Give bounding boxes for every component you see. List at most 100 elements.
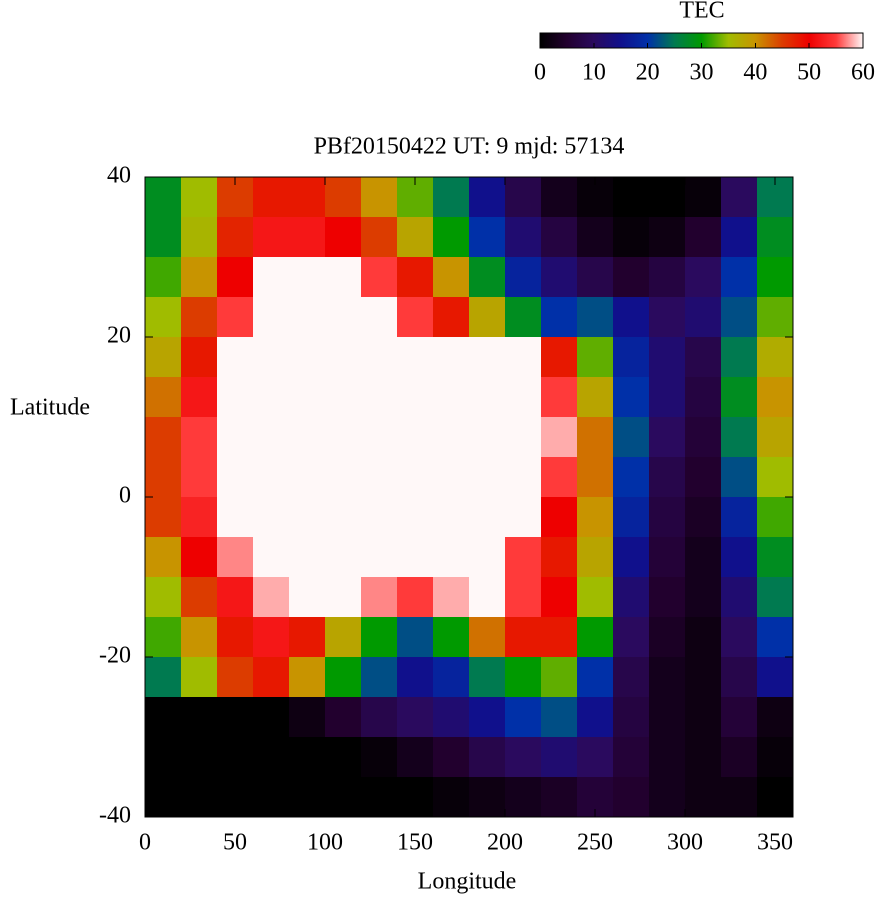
heatmap-cell [325,537,362,578]
heatmap-cell [613,697,650,738]
heatmap-cell [181,737,218,778]
heatmap-cell [685,497,722,538]
heatmap-cell [433,217,470,258]
heatmap-cell [757,217,794,258]
heatmap-cell [253,177,290,218]
colorbar-tick-label: 0 [534,60,546,86]
heatmap-cell [181,257,218,298]
heatmap-cell [757,297,794,338]
heatmap-cell [721,537,758,578]
heatmap-cell [433,297,470,338]
heatmap-cell [325,297,362,338]
heatmap-cell [541,417,578,458]
heatmap-cell [217,617,254,658]
heatmap-cell [289,577,326,618]
heatmap-cell [613,217,650,258]
heatmap-cell [505,777,542,818]
colorbar-label: TEC [679,0,724,24]
heatmap-cell [649,497,686,538]
heatmap-cell [325,257,362,298]
heatmap-cell [397,497,434,538]
heatmap-cell [505,737,542,778]
heatmap-cell [541,577,578,618]
heatmap-cell [253,737,290,778]
x-tick-label: 200 [487,830,523,856]
heatmap-cell [433,657,470,698]
heatmap-cell [649,737,686,778]
heatmap-cell [649,337,686,378]
colorbar-tick-label: 60 [851,60,875,86]
heatmap-cell [685,537,722,578]
heatmap-cell [253,617,290,658]
heatmap-cell [541,537,578,578]
heatmap-cell [721,417,758,458]
heatmap-cell [505,497,542,538]
heatmap-cell [181,617,218,658]
heatmap-cell [397,617,434,658]
heatmap-cell [685,417,722,458]
y-axis-label: Latitude [10,395,90,421]
heatmap-cell [325,617,362,658]
heatmap-cell [577,657,614,698]
heatmap-cell [145,777,182,818]
heatmap-cell [469,697,506,738]
heatmap-cell [721,217,758,258]
heatmap-cell [217,697,254,738]
heatmap-cell [361,417,398,458]
y-tick-label: -40 [99,803,131,829]
heatmap-cell [469,657,506,698]
heatmap-cell [361,617,398,658]
heatmap-cell [361,297,398,338]
heatmap-cell [325,337,362,378]
heatmap-cell [181,337,218,378]
heatmap-cell [649,577,686,618]
heatmap-cell [613,497,650,538]
heatmap-cell [289,737,326,778]
heatmap-cell [613,577,650,618]
heatmap-cell [613,657,650,698]
heatmap-cell [217,417,254,458]
heatmap-cell [181,657,218,698]
heatmap-cell [577,217,614,258]
heatmap-cell [433,737,470,778]
heatmap-cell [505,337,542,378]
heatmap-cell [541,217,578,258]
heatmap-cell [649,457,686,498]
heatmap-cell [253,337,290,378]
heatmap-cell [685,457,722,498]
heatmap-cell [397,657,434,698]
heatmap-cell [325,217,362,258]
heatmap-cell [757,257,794,298]
heatmap-cell [253,497,290,538]
heatmap-cell [145,257,182,298]
heatmap-cell [613,377,650,418]
heatmap-cell [721,257,758,298]
heatmap-cell [613,257,650,298]
heatmap-cell [325,777,362,818]
heatmap-cell [721,777,758,818]
heatmap-cell [325,497,362,538]
heatmap-cell [757,617,794,658]
heatmap-cell [217,377,254,418]
heatmap-cell [505,457,542,498]
heatmap-cell [397,577,434,618]
heatmap-cell [649,537,686,578]
heatmap-cell [577,297,614,338]
heatmap-cell [433,377,470,418]
heatmap-cell [613,457,650,498]
heatmap-cell [433,537,470,578]
heatmap-cell [397,417,434,458]
heatmap-cell [433,777,470,818]
heatmap-cell [469,777,506,818]
heatmap-cell [721,177,758,218]
heatmap-cell [217,457,254,498]
colorbar-tick-label: 30 [690,60,714,86]
heatmap-cell [289,297,326,338]
heatmap-cell [541,697,578,738]
heatmap-cell [505,657,542,698]
heatmap-cell [685,617,722,658]
heatmap-cell [613,417,650,458]
heatmap-cell [217,217,254,258]
heatmap-cell [649,217,686,258]
heatmap-cell [325,577,362,618]
